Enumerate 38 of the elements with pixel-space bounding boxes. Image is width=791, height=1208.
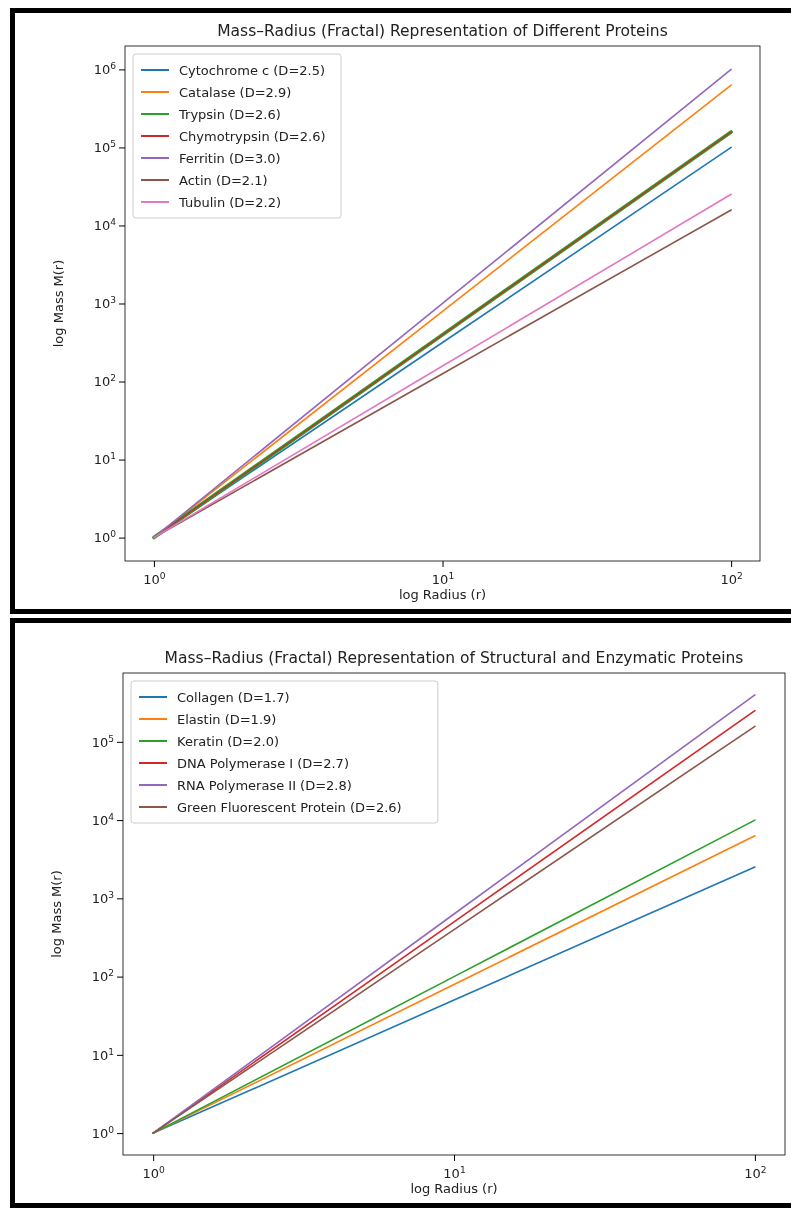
y-tick-label: 10$^{5}$ <box>91 733 114 750</box>
legend-label: Cytochrome c (D=2.5) <box>179 62 326 78</box>
y-axis-title: log Mass M(r) <box>49 870 64 958</box>
y-tick-label: 10$^{6}$ <box>93 61 117 78</box>
legend-label: Elastin (D=1.9) <box>177 711 277 727</box>
y-tick-label: 10$^{2}$ <box>91 968 114 985</box>
x-tick-label: 10$^{0}$ <box>142 1165 166 1182</box>
y-axis-title: log Mass M(r) <box>51 259 66 348</box>
y-tick-label: 10$^{4}$ <box>93 217 117 234</box>
y-tick-label: 10$^{1}$ <box>91 1046 114 1063</box>
chart-title: Mass–Radius (Fractal) Representation of Structural and Enzymatic Proteins <box>164 649 744 667</box>
y-tick-label: 10$^{4}$ <box>91 811 115 828</box>
legend-label: DNA Polymerase I (D=2.7) <box>177 755 349 771</box>
y-tick-label: 10$^{3}$ <box>93 295 117 312</box>
y-tick-label: 10$^{1}$ <box>93 451 116 468</box>
legend-label: RNA Polymerase II (D=2.8) <box>177 777 352 793</box>
x-axis-title: log Radius (r) <box>398 587 487 602</box>
x-tick-label: 10$^{1}$ <box>431 571 455 588</box>
chart-title: Mass–Radius (Fractal) Representation of Different Proteins <box>217 22 668 40</box>
legend-label: Tubulin (D=2.2) <box>178 194 282 210</box>
legend-label: Trypsin (D=2.6) <box>178 106 281 122</box>
y-tick-label: 10$^{3}$ <box>91 890 115 906</box>
legend-label: Keratin (D=2.0) <box>177 733 279 749</box>
x-tick-label: 10$^{0}$ <box>143 571 166 588</box>
legend-label: Chymotrypsin (D=2.6) <box>179 128 326 144</box>
legend-label: Catalase (D=2.9) <box>179 84 292 100</box>
legend-label: Green Fluorescent Protein (D=2.6) <box>177 799 402 815</box>
x-tick-label: 10$^{2}$ <box>744 1165 767 1182</box>
legend-label: Collagen (D=1.7) <box>177 689 290 705</box>
legend-label: Actin (D=2.1) <box>179 172 268 188</box>
legend-label: Ferritin (D=3.0) <box>179 150 281 166</box>
y-tick-label: 10$^{2}$ <box>93 373 116 390</box>
y-tick-label: 10$^{5}$ <box>93 139 116 156</box>
x-tick-label: 10$^{2}$ <box>720 571 743 588</box>
x-tick-label: 10$^{1}$ <box>443 1165 466 1182</box>
x-axis-title: log Radius (r) <box>410 1181 498 1196</box>
y-tick-label: 10$^{0}$ <box>93 529 117 546</box>
y-tick-label: 10$^{0}$ <box>91 1124 115 1141</box>
